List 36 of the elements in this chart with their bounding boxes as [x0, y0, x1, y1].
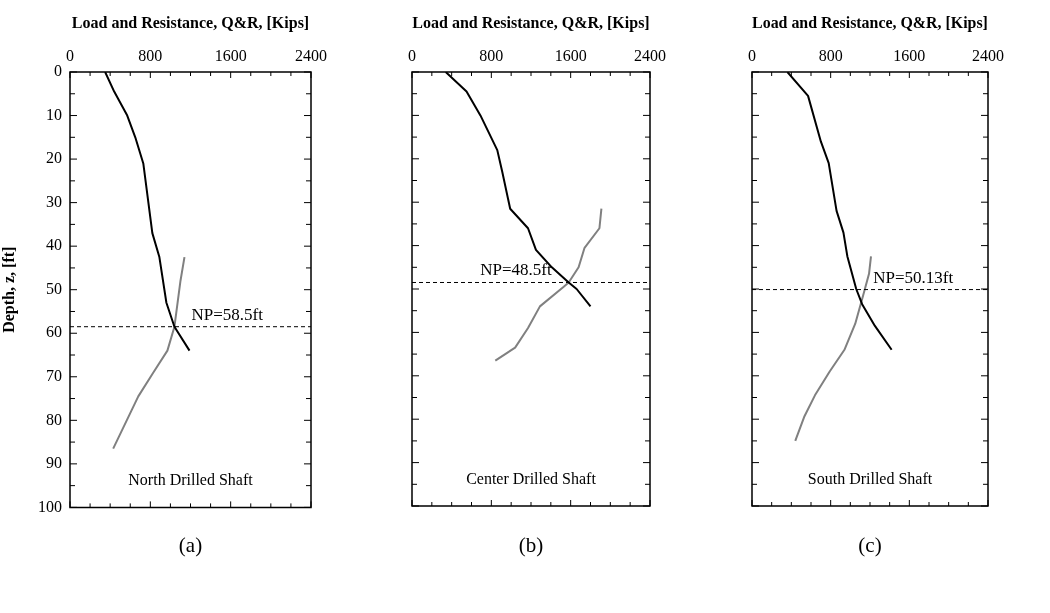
y-tick-label: 0 [54, 62, 62, 80]
x-tick-label: 1600 [214, 46, 247, 64]
text: (c) [857, 533, 883, 558]
annotation: North Drilled Shaft [128, 471, 254, 489]
y-tick-label: 80 [46, 410, 62, 428]
y-tick-label: 100 [38, 497, 62, 515]
y-tick-label: 90 [46, 454, 62, 472]
x-tick-label: 1600 [893, 46, 926, 64]
y-tick-label: 70 [46, 366, 62, 384]
x-tick-label: 2400 [634, 46, 666, 64]
x-axis-title: Load and Resistance, Q&R, [Kips] [71, 13, 310, 32]
x-tick-label: 2400 [972, 46, 1004, 64]
y-axis-title: Depth, z, [ft] [0, 246, 18, 333]
y-tick-label: 30 [46, 192, 62, 210]
x-tick-label: 2400 [295, 46, 327, 64]
x-tick-label: 0 [66, 46, 74, 64]
ref-line-label: NP=58.5ft [191, 304, 264, 324]
ref-line-label: NP=48.5ft [480, 260, 552, 280]
annotation: South Drilled Shaft [807, 470, 933, 487]
ref-line-label: NP=50.13ft [873, 267, 954, 287]
x-tick-label: 800 [138, 46, 163, 64]
x-tick-label: 0 [408, 46, 416, 64]
text: (b) [517, 533, 545, 558]
text: (a) [177, 533, 204, 558]
x-axis-title: Load and Resistance, Q&R, [Kips] [752, 13, 988, 32]
y-tick-label: 40 [46, 236, 62, 254]
y-tick-label: 10 [46, 105, 62, 123]
y-tick-label: 50 [46, 279, 62, 297]
annotation: Center Drilled Shaft [466, 470, 597, 487]
x-tick-label: 1600 [554, 46, 587, 64]
y-tick-label: 60 [46, 323, 62, 341]
x-axis-title: Load and Resistance, Q&R, [Kips] [412, 13, 650, 32]
x-tick-label: 0 [748, 46, 756, 64]
y-tick-label: 20 [46, 149, 62, 167]
x-tick-label: 800 [479, 46, 504, 64]
x-tick-label: 800 [818, 46, 843, 64]
